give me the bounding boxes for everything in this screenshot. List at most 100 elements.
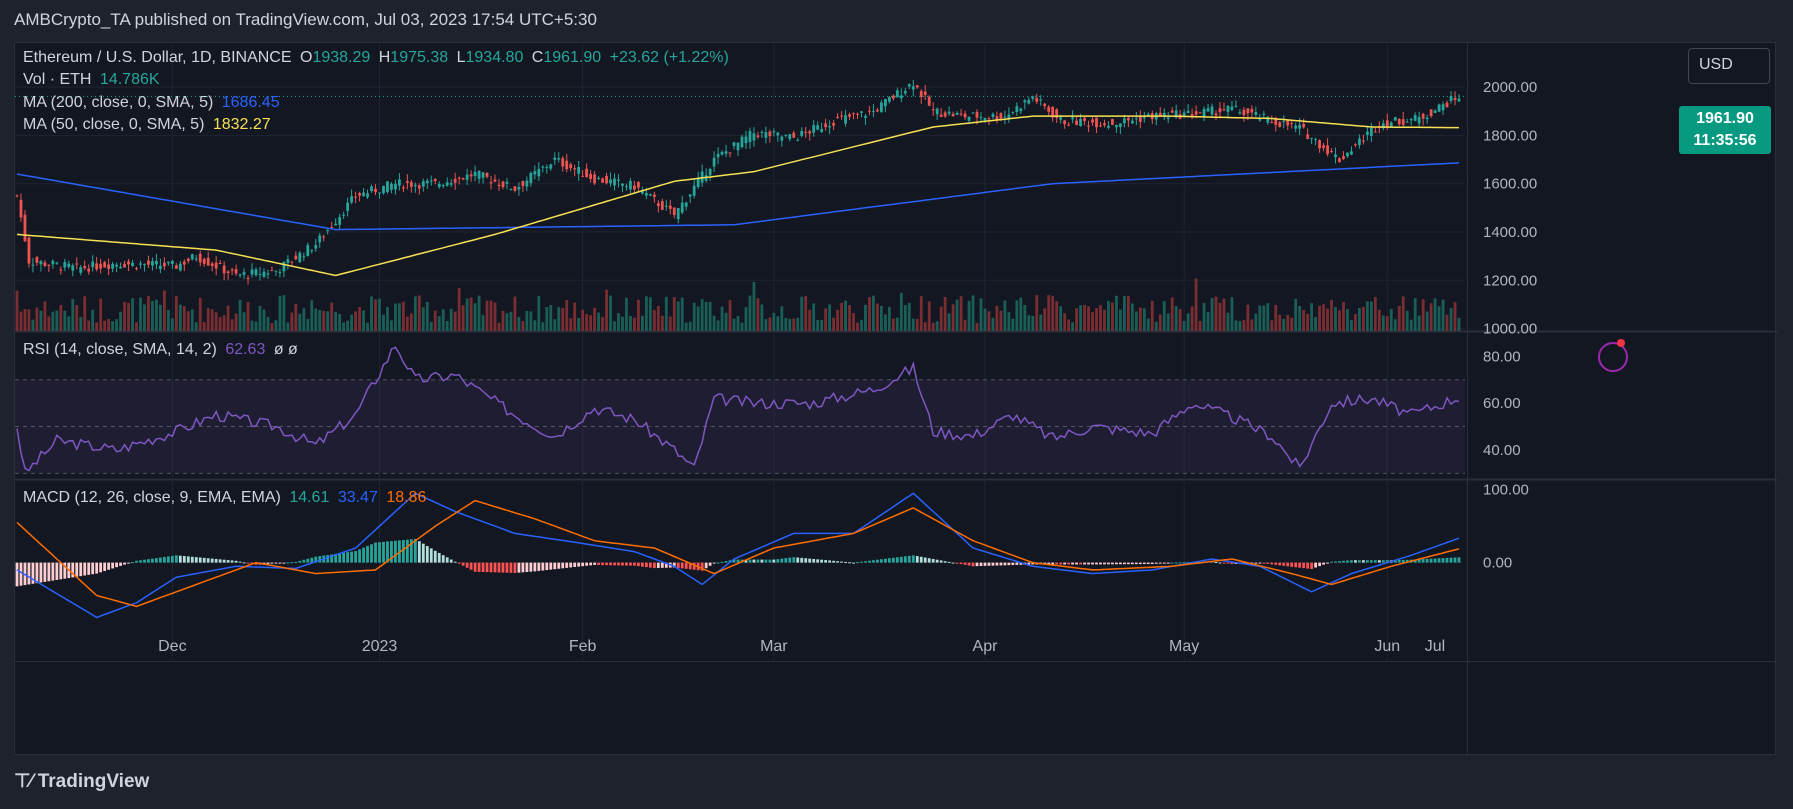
candle-body (991, 113, 995, 117)
candle-body (111, 263, 114, 269)
macd-histogram-bar (887, 558, 891, 563)
candle-body (1270, 122, 1274, 124)
macd-histogram-bar (975, 562, 979, 567)
macd-histogram-bar (911, 555, 915, 563)
macd-histogram-bar (310, 557, 314, 563)
volume-bar (398, 303, 401, 331)
candle-body (716, 153, 720, 158)
volume-bar (652, 310, 656, 331)
volume-bar (493, 302, 497, 331)
macd-histogram-bar (1011, 562, 1015, 566)
macd-histogram-bar (1091, 562, 1094, 565)
candle-body (1166, 117, 1170, 120)
volume-bar (529, 311, 533, 331)
macd-histogram-bar (198, 557, 202, 563)
candle-body (374, 188, 377, 193)
candle-body (1373, 131, 1377, 133)
volume-bar (533, 320, 537, 331)
candle-body (1413, 115, 1417, 121)
macd-histogram-bar (1373, 560, 1377, 563)
macd-histogram-bar (449, 559, 453, 563)
currency-button[interactable]: USD (1688, 48, 1770, 84)
macd-histogram-bar (1126, 562, 1130, 565)
volume-bar (147, 295, 150, 331)
macd-histogram-bar (1266, 562, 1270, 564)
candle-body (1035, 97, 1039, 102)
volume-bar (1405, 310, 1409, 331)
volume-bar (704, 301, 708, 331)
candle-body (302, 256, 306, 258)
volume-bar (394, 303, 397, 331)
volume-bar (1087, 306, 1090, 331)
candle-body (386, 181, 389, 193)
macd-histogram-bar (517, 562, 521, 573)
candle-body (63, 262, 67, 268)
candle-body (947, 111, 951, 114)
volume-bar (1019, 297, 1023, 331)
candle-body (1115, 125, 1118, 128)
y-tick-label: 2000.00 (1483, 79, 1537, 96)
y-tick-label: 1600.00 (1483, 176, 1537, 193)
volume-bar (1170, 297, 1174, 331)
macd-histogram-bar (1397, 559, 1401, 563)
candle-body (35, 257, 39, 263)
lightning-icon[interactable] (1598, 342, 1628, 372)
candle-body (836, 116, 839, 118)
volume-bar (1063, 313, 1067, 331)
macd-histogram-bar (676, 562, 680, 568)
candle-body (899, 95, 903, 99)
candle-body (186, 258, 190, 262)
macd-histogram-bar (441, 555, 445, 563)
volume-bar (684, 322, 688, 331)
macd-histogram-bar (648, 562, 652, 568)
volume-bar (139, 297, 142, 331)
close-value: 1961.90 (543, 49, 602, 66)
macd-histogram-bar (378, 542, 381, 563)
volume-bar (1250, 319, 1254, 331)
volume-bar (326, 311, 330, 331)
tradingview-logo[interactable]: ⊤⁄ TradingView (14, 770, 149, 793)
candle-body (378, 192, 381, 194)
macd-line (16, 492, 1460, 619)
candle-body (198, 253, 202, 263)
macd-histogram-bar (1326, 562, 1329, 564)
volume-bar (537, 295, 541, 331)
volume-bar (585, 314, 589, 331)
volume-bar (1389, 308, 1393, 331)
macd-histogram-bar (852, 562, 855, 564)
candle-body (692, 185, 696, 196)
volume-bar (1294, 298, 1298, 331)
volume-bar (895, 317, 899, 331)
volume-bar (868, 297, 871, 331)
volume-bar (310, 300, 314, 331)
candle-body (286, 259, 290, 263)
macd-histogram-bar (971, 562, 975, 567)
volume-bar (1027, 315, 1031, 331)
volume-bar (708, 301, 712, 331)
candle-body (1079, 118, 1082, 126)
candle-body (1043, 103, 1047, 107)
candle-body (1354, 144, 1357, 146)
candle-body (1322, 145, 1325, 149)
charts-svg[interactable]: Dec 2023 Feb Mar Apr May Jun Jul 1000.00 1200.00 1… (15, 43, 1777, 756)
macd-histogram-bar (1103, 562, 1106, 565)
macd-histogram-bar (501, 562, 505, 573)
rsi-tick-label: 80.00 (1483, 348, 1521, 365)
volume-bar (59, 304, 63, 331)
volume-bar (294, 303, 298, 331)
macd-histogram-bar (1413, 559, 1417, 563)
volume-bar (1246, 304, 1250, 331)
volume-bar (1075, 308, 1078, 331)
macd-histogram-bar (1170, 562, 1174, 564)
macd-histogram-bar (521, 562, 525, 573)
chart-frame[interactable]: Dec 2023 Feb Mar Apr May Jun Jul 1000.00 1200.00 1… (14, 42, 1777, 756)
candle-body (832, 122, 835, 126)
volume-bar (234, 313, 238, 331)
volume-bar (489, 300, 493, 331)
macd-histogram-bar (1453, 557, 1457, 563)
macd-histogram-bar (1322, 562, 1325, 565)
macd-histogram-bar (784, 558, 788, 563)
candle-body (31, 264, 35, 266)
volume-bar (824, 308, 828, 331)
volume-bar (680, 297, 684, 331)
